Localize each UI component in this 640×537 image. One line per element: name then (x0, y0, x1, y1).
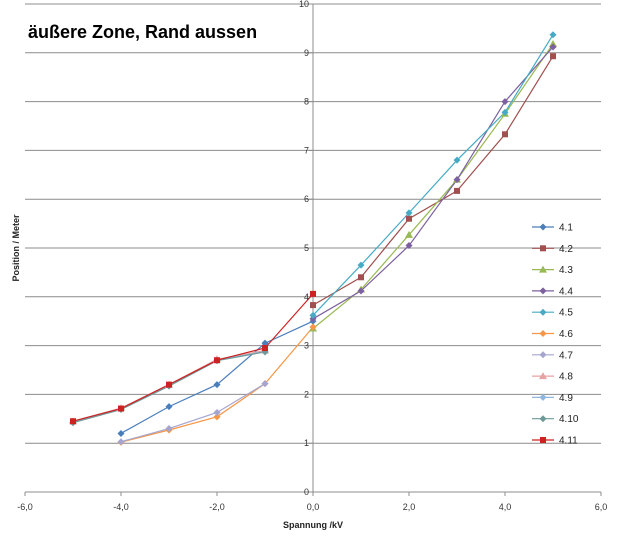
data-point-4.11 (166, 381, 172, 388)
legend-marker-4.8 (539, 372, 547, 380)
x-tick-label: -6,0 (17, 502, 33, 512)
y-tick-label: 9 (304, 48, 309, 58)
legend-marker-4.2 (540, 245, 546, 252)
data-point-4.2 (358, 274, 364, 281)
x-tick-label: -2,0 (209, 502, 225, 512)
legend-marker-4.9 (539, 393, 547, 401)
series-lines (72, 34, 554, 443)
data-point-4.5 (549, 31, 557, 39)
legend-label-4.2: 4.2 (559, 244, 573, 255)
data-point-4.7 (213, 408, 221, 416)
data-point-4.5 (405, 209, 413, 217)
y-tick-label: 8 (304, 97, 309, 107)
data-point-4.4 (501, 98, 509, 106)
data-point-4.2 (550, 53, 556, 60)
y-tick-label: 6 (304, 194, 309, 204)
data-point-4.1 (213, 381, 221, 389)
data-point-4.6 (309, 323, 317, 331)
chart-title: äußere Zone, Rand aussen (28, 22, 257, 42)
x-tick-label: 6,0 (595, 502, 608, 512)
y-tick-label: 2 (304, 389, 309, 399)
data-point-4.11 (118, 405, 124, 412)
tick-labels: 0 1 2 3 4 5 6 7 8 9 10 -6,0 -4,0 -2,0 0,0 2,0 4,0 6,0 (17, 0, 607, 512)
data-point-4.11 (310, 290, 316, 297)
data-point-4.11 (70, 418, 76, 425)
legend-marker-4.10 (539, 415, 547, 423)
data-point-4.11 (214, 357, 220, 364)
data-point-4.1 (117, 429, 125, 437)
y-tick-label: 1 (304, 438, 309, 448)
legend-marker-4.6 (539, 330, 547, 337)
data-point-4.6 (213, 413, 221, 421)
data-point-4.4 (549, 43, 557, 51)
x-tick-label: 4,0 (499, 502, 512, 512)
y-axis-title: Position / Meter (11, 214, 21, 282)
series-line-4.11 (72, 293, 314, 422)
x-tick-label: -4,0 (113, 502, 129, 512)
y-tick-label: 4 (304, 292, 309, 302)
y-tick-label: 10 (299, 0, 309, 9)
data-point-4.4 (405, 242, 413, 250)
legend-marker-4.1 (539, 223, 547, 231)
legend-label-4.1: 4.1 (559, 223, 573, 234)
y-tick-label: 5 (304, 243, 309, 253)
series-line-4.4 (312, 46, 554, 320)
data-point-4.4 (453, 176, 461, 184)
series-line-4.5 (312, 34, 554, 316)
data-point-4.1 (165, 403, 173, 411)
data-point-4.11 (262, 345, 268, 352)
axes (24, 3, 602, 496)
y-tick-label: 7 (304, 145, 309, 155)
legend: 4.1 4.2 4.3 4.4 4.5 4.6 4.7 4.8 4.9 4.10 4.11 (532, 223, 579, 447)
legend-label-4.9: 4.9 (559, 393, 573, 404)
data-point-4.2 (454, 187, 460, 194)
legend-label-4.11: 4.11 (559, 436, 578, 447)
data-point-4.2 (310, 302, 316, 309)
x-tick-label: 0,0 (307, 502, 320, 512)
legend-label-4.3: 4.3 (559, 265, 573, 276)
data-point-4.7 (261, 380, 269, 388)
data-point-4.5 (501, 108, 509, 116)
legend-marker-4.4 (539, 287, 547, 295)
legend-marker-4.5 (539, 308, 547, 316)
y-tick-label: 3 (304, 341, 309, 351)
legend-label-4.8: 4.8 (559, 372, 573, 383)
legend-label-4.6: 4.6 (559, 329, 573, 340)
legend-label-4.5: 4.5 (559, 308, 573, 319)
data-point-4.7 (165, 425, 173, 433)
data-point-4.4 (357, 287, 365, 295)
data-point-4.5 (453, 156, 461, 164)
series-line-4.7 (120, 383, 266, 443)
legend-marker-4.11 (540, 437, 546, 443)
legend-marker-4.7 (539, 351, 547, 359)
data-point-4.1 (261, 339, 269, 347)
data-point-4.5 (309, 311, 317, 319)
series-line-4.2 (312, 55, 554, 306)
data-point-4.5 (357, 261, 365, 269)
x-tick-label: 2,0 (403, 502, 416, 512)
data-point-4.2 (502, 131, 508, 138)
data-point-4.7 (117, 438, 125, 446)
legend-marker-4.3 (539, 265, 547, 273)
legend-label-4.4: 4.4 (559, 286, 573, 297)
series-markers (69, 31, 557, 446)
legend-label-4.7: 4.7 (559, 350, 573, 361)
data-point-4.3 (405, 230, 413, 238)
y-tick-label: 0 (304, 487, 309, 497)
x-axis-title: Spannung /kV (283, 520, 343, 530)
data-point-4.2 (406, 215, 412, 222)
legend-label-4.10: 4.10 (559, 414, 579, 425)
